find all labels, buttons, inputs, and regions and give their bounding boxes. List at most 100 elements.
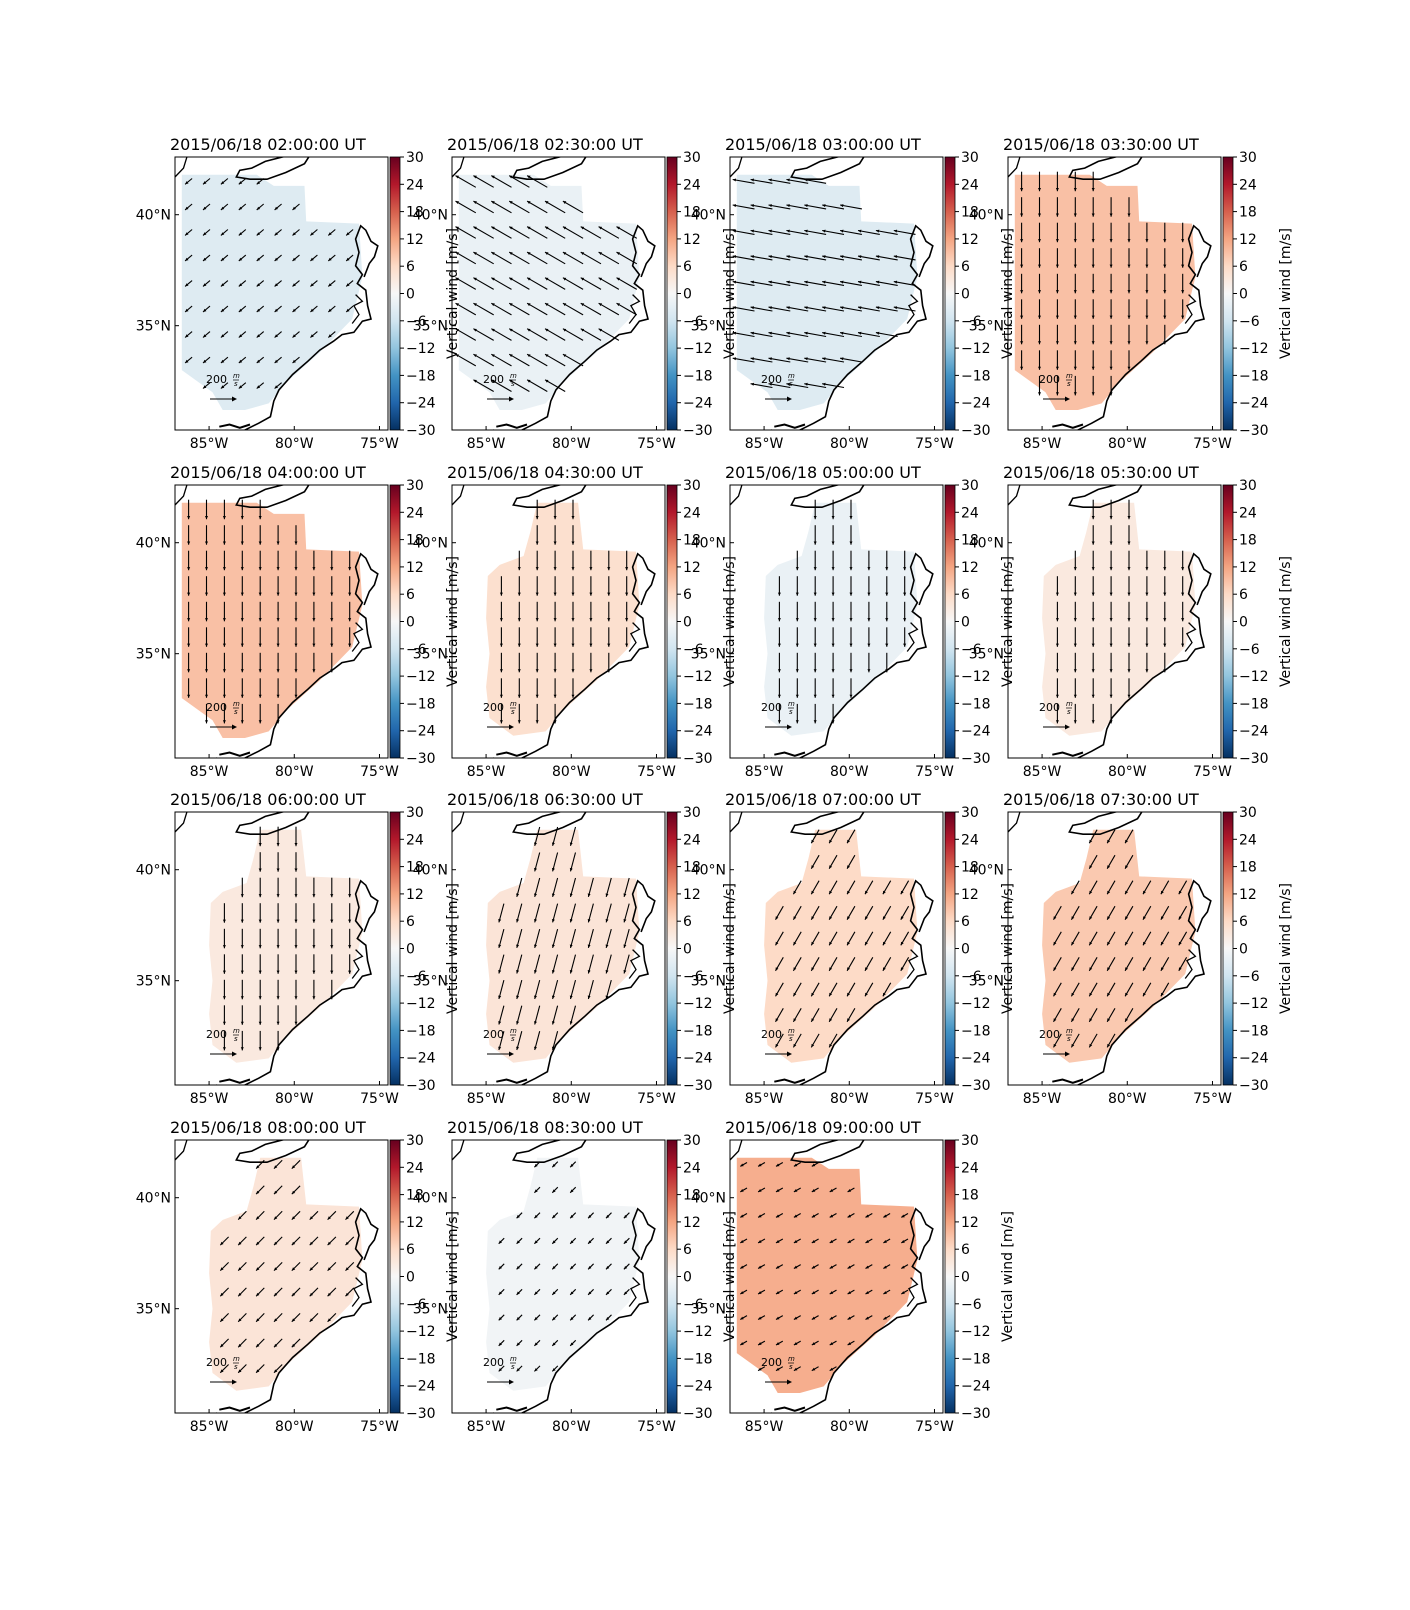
wind-vector [273, 1313, 283, 1323]
reference-vector-value: 200 [1039, 701, 1060, 714]
wind-vector [551, 1263, 559, 1270]
wind-vector [1106, 957, 1116, 972]
lon-tick-label: 85°W [745, 1419, 784, 1435]
wind-vector [810, 829, 820, 844]
colorbar-tick-label: 12 [406, 560, 424, 576]
lake-erie-outline [512, 812, 587, 835]
wind-vector [551, 1288, 559, 1296]
map-panel: 200 ms 2015/06/18 08:00:00 UT 85°W 80°W 75°W 4… [136, 1118, 461, 1435]
lake-michigan-outline [452, 485, 465, 506]
wind-vector [312, 877, 316, 898]
wind-vector [804, 382, 827, 389]
wind-vector [240, 652, 244, 673]
wind-vector [258, 903, 262, 923]
lake-michigan-outline [452, 157, 465, 178]
panel-title: 2015/06/18 09:00:00 UT [725, 1118, 921, 1137]
lon-tick-label: 85°W [467, 764, 506, 780]
wind-vector [455, 277, 477, 290]
colorbar-tick-label: 0 [406, 1270, 415, 1286]
wind-vector [740, 1340, 748, 1346]
wind-vector [1091, 248, 1095, 268]
wind-vector [498, 954, 505, 974]
wind-vector [330, 877, 334, 898]
wind-vector [1127, 576, 1131, 596]
wind-vector [605, 1212, 612, 1219]
colorbar-tick-label: −24 [683, 1379, 713, 1395]
reference-arrow-head [232, 724, 237, 730]
wind-vector [348, 601, 352, 622]
wind-vector [498, 1365, 505, 1372]
wind-vector [903, 601, 907, 622]
wind-vector [750, 382, 773, 389]
lat-tick-label: 35°N [969, 319, 1004, 335]
wind-vector [1178, 905, 1188, 920]
map-panel: 200 ms 2015/06/18 07:00:00 UT 85°W 80°W 75°W 4… [691, 790, 1016, 1107]
lon-tick-label: 75°W [360, 436, 399, 452]
map-plot-area: 200 ms [175, 1140, 379, 1413]
map-panel: 200 ms 2015/06/18 05:30:00 UT 85°W 80°W 75°W 4… [969, 463, 1294, 780]
wind-vector [811, 1238, 819, 1244]
wind-vector [607, 627, 611, 647]
colorbar-tick-label: 30 [406, 805, 424, 821]
colorbar-tick-label: −24 [1239, 724, 1269, 740]
wind-vector [534, 928, 541, 949]
wind-vector [1163, 550, 1167, 571]
wind-vector [294, 1005, 298, 1025]
wind-vector [882, 982, 892, 997]
coastline-sounds [1184, 294, 1197, 324]
colorbar-tick-label: −30 [683, 751, 713, 767]
wind-vector [829, 1289, 837, 1295]
map-plot-area: 200 ms [175, 157, 379, 430]
wind-vector [312, 903, 316, 923]
colorbar-tick-label: −6 [961, 969, 982, 985]
wind-vector [623, 1263, 630, 1270]
colorbar-tick-label: 6 [961, 587, 970, 603]
wind-vector [569, 1186, 577, 1194]
colorbar-tick-label: 24 [961, 177, 979, 193]
coastline-sounds [906, 622, 919, 652]
colorbar-tick-label: −30 [961, 1406, 991, 1422]
wind-vector [202, 280, 211, 287]
reference-vector-unit-top: m [510, 1027, 517, 1035]
wind-domain-fill [736, 1157, 918, 1393]
wind-vector [829, 1340, 837, 1346]
lat-tick-label: 35°N [691, 974, 726, 990]
wind-vector [1181, 627, 1185, 647]
colorbar-tick-label: 0 [961, 287, 970, 303]
wind-vector [1106, 880, 1116, 895]
wind-vector [240, 550, 244, 571]
wind-vector [1127, 627, 1131, 647]
wind-vector [623, 877, 630, 898]
wind-vector [237, 1287, 247, 1297]
wind-vector [1038, 248, 1041, 268]
wind-vector [345, 254, 354, 262]
wind-vector [569, 928, 577, 949]
wind-vector [553, 678, 557, 698]
wind-vector [292, 203, 300, 211]
wind-vector [1091, 525, 1095, 545]
lon-tick-label: 75°W [637, 764, 676, 780]
wind-vector [1181, 299, 1185, 319]
wind-vector [829, 1315, 837, 1320]
colorbar-tick-label: 0 [406, 942, 415, 958]
lon-tick-label: 80°W [552, 764, 591, 780]
wind-vector [777, 652, 781, 673]
wind-vector [1073, 197, 1077, 217]
wind-vector [795, 678, 799, 698]
wind-vector [857, 229, 880, 235]
colorbar-tick-label: 0 [406, 615, 415, 631]
wind-vector [569, 1288, 577, 1296]
reference-vector-unit-bottom: s [1067, 708, 1071, 716]
colorbar-tick-label: −18 [1239, 1023, 1269, 1039]
colorbar-tick-label: 30 [1239, 805, 1257, 821]
wind-vector [865, 1264, 873, 1269]
wind-vector [238, 254, 247, 262]
wind-vector [1109, 375, 1113, 396]
wind-vector [1055, 248, 1059, 268]
wind-vector [544, 353, 566, 367]
lon-tick-label: 85°W [190, 1091, 229, 1107]
